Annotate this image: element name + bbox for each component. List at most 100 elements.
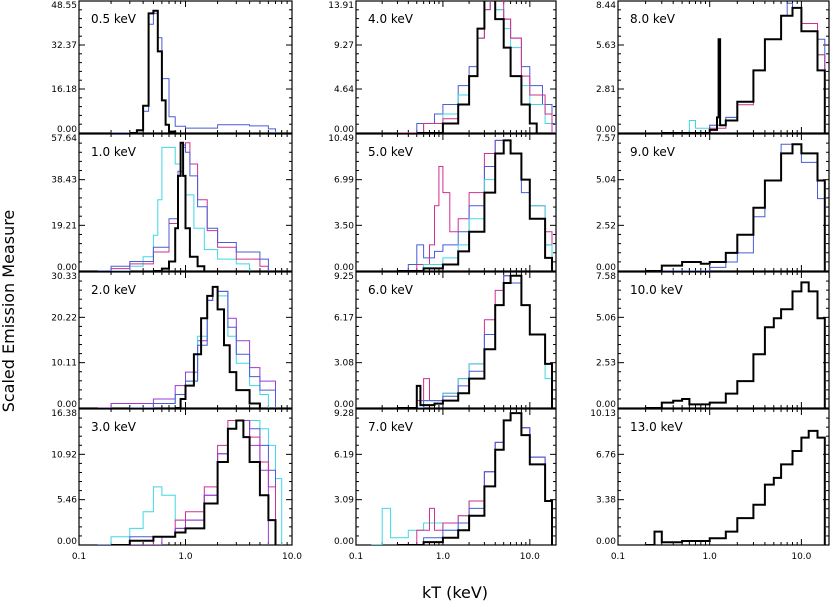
series-line-black [645, 281, 826, 408]
x-tick-label: 10.0 [791, 552, 811, 562]
y-tick-label: 0.00 [334, 537, 354, 547]
panel-energy-label: 2.0 keV [91, 283, 137, 297]
series-line-blue [397, 1, 556, 133]
x-tick-label: 0.1 [72, 552, 86, 562]
panel-frame [355, 133, 557, 272]
series-line-blue [661, 2, 826, 133]
panel-2: 0.00 19.21 38.43 57.64 1.0 keV [51, 133, 293, 273]
x-tick-label: 10.0 [520, 552, 540, 562]
y-tick-label: 5.63 [596, 41, 616, 51]
series-group [397, 1, 556, 133]
series-group [97, 141, 269, 271]
y-tick-label: 16.38 [51, 409, 77, 419]
y-tick-label: 6.19 [334, 450, 354, 460]
y-tick-label: 2.81 [596, 85, 616, 95]
series-group [111, 9, 276, 133]
x-tick-label: 0.1 [349, 552, 363, 562]
y-tick-label: 0.00 [596, 537, 616, 547]
series-group [97, 419, 283, 545]
panel-frame [617, 133, 830, 272]
y-tick-label: 48.55 [51, 1, 77, 11]
y-tick-label: 10.11 [51, 359, 77, 369]
series-line-black [153, 141, 206, 271]
panel-energy-label: 8.0 keV [630, 12, 676, 26]
panel-frame [355, 271, 557, 409]
series-group [97, 285, 276, 408]
y-tick-label: 6.17 [334, 313, 354, 323]
panel-frame [617, 0, 830, 134]
x-tick-label: 10.0 [282, 552, 302, 562]
series-group [645, 429, 826, 545]
panel-energy-label: 0.5 keV [91, 12, 137, 26]
series-line-blue [661, 143, 826, 271]
y-axis-title: Scaled Emission Measure [0, 210, 18, 413]
panel-frame [355, 0, 557, 134]
series-group [397, 139, 553, 271]
y-tick-label: 5.06 [596, 313, 616, 323]
panel-4: 0.00 5.46 10.92 16.38 0.1 1.0 10.0 3.0 keV [51, 408, 302, 562]
series-line-cyan [111, 146, 251, 271]
y-tick-label: 8.44 [596, 1, 616, 11]
panel-energy-label: 4.0 keV [368, 12, 414, 26]
series-group [397, 274, 553, 408]
series-line-black [661, 6, 826, 133]
panel-energy-label: 13.0 keV [630, 420, 683, 434]
panel-energy-label: 6.0 keV [368, 283, 414, 297]
x-tick-label: 1.0 [178, 552, 193, 562]
y-tick-label: 38.43 [51, 176, 77, 186]
y-tick-label: 0.00 [334, 400, 354, 410]
x-axis-title: kT (keV) [422, 583, 488, 602]
x-tick-label: 0.1 [611, 552, 625, 562]
y-tick-label: 3.09 [334, 496, 354, 506]
y-tick-label: 13.91 [328, 1, 354, 11]
y-tick-label: 57.64 [51, 134, 77, 144]
panel-3: 0.00 10.11 20.22 30.33 2.0 keV [51, 271, 293, 410]
y-tick-label: 6.76 [596, 450, 616, 460]
y-tick-label: 9.28 [334, 409, 354, 419]
series-line-black [111, 419, 277, 545]
series-line-black [397, 274, 553, 408]
series-line-black [645, 143, 826, 271]
series-line-magenta [129, 420, 276, 545]
panel-12: 0.00 3.38 6.76 10.13 0.1 1.0 10.0 13.0 keV [590, 408, 830, 562]
y-tick-label: 0.00 [57, 400, 77, 410]
panel-5: 0.00 4.64 9.27 13.91 4.0 keV [328, 0, 557, 135]
y-tick-label: 2.53 [596, 359, 616, 369]
series-line-blue [111, 12, 276, 133]
series-line-blue [397, 412, 553, 545]
y-tick-label: 0.00 [596, 263, 616, 273]
panel-10: 0.00 2.52 5.04 7.57 9.0 keV [596, 133, 830, 273]
y-tick-label: 4.64 [334, 85, 354, 95]
y-tick-label: 30.33 [51, 272, 77, 282]
series-group [661, 2, 826, 133]
panels-group: 0.00 16.18 32.37 48.55 0.5 keV 0.00 19.21 38.43… [51, 0, 830, 562]
y-tick-label: 0.00 [334, 125, 354, 135]
y-tick-label: 7.58 [596, 272, 616, 282]
series-line-black [397, 412, 553, 545]
y-tick-label: 32.37 [51, 41, 77, 51]
panel-energy-label: 1.0 keV [91, 145, 137, 159]
y-tick-label: 3.50 [334, 221, 354, 231]
y-tick-label: 10.92 [51, 450, 77, 460]
y-tick-label: 0.00 [334, 263, 354, 273]
panel-frame [355, 408, 557, 546]
y-tick-label: 5.04 [596, 176, 616, 186]
y-tick-label: 2.52 [596, 221, 616, 231]
series-line-blue [97, 144, 269, 271]
x-tick-label: 1.0 [436, 552, 451, 562]
panel-6: 0.00 3.50 6.99 10.49 5.0 keV [328, 133, 557, 273]
series-group [645, 143, 826, 271]
panel-7: 0.00 3.08 6.17 9.25 6.0 keV [334, 271, 557, 410]
panel-8: 0.00 3.09 6.19 9.28 0.1 1.0 10.0 7.0 keV [334, 408, 557, 562]
panel-energy-label: 9.0 keV [630, 145, 676, 159]
panel-frame [617, 408, 830, 546]
y-tick-label: 7.57 [596, 134, 616, 144]
y-tick-label: 3.38 [596, 496, 616, 506]
y-tick-label: 0.00 [596, 400, 616, 410]
y-tick-label: 6.99 [334, 176, 354, 186]
series-line-magenta [661, 7, 826, 133]
y-tick-label: 10.49 [328, 134, 354, 144]
series-group [371, 412, 553, 545]
series-line-black [129, 9, 177, 133]
